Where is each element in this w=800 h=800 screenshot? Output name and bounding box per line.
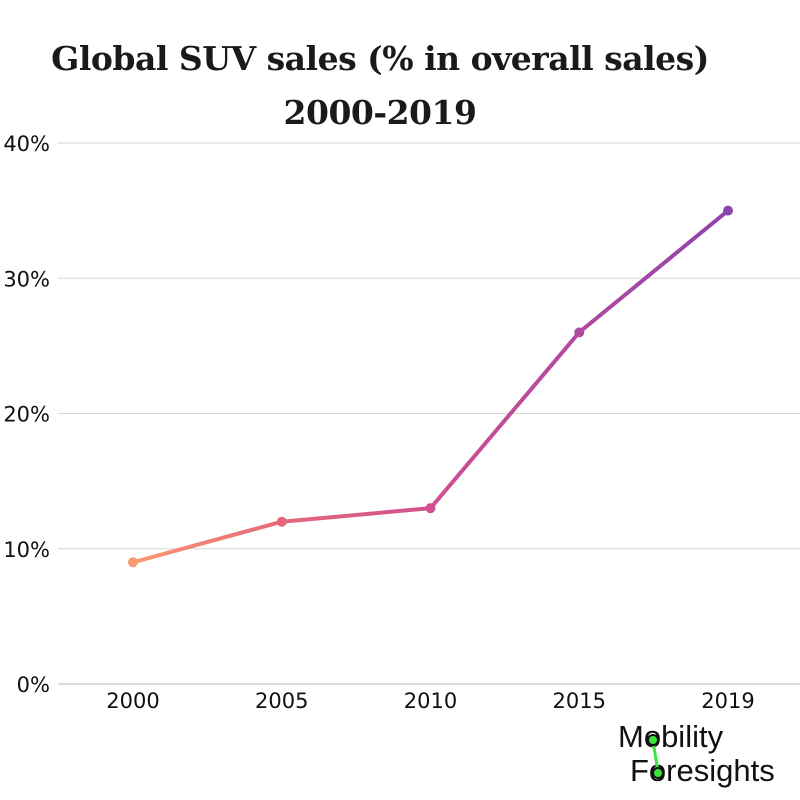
y-tick-label: 30%: [3, 267, 50, 291]
logo-word-1: Mobility: [618, 719, 724, 754]
grid-lines: [58, 142, 800, 685]
y-tick-label: 10%: [3, 538, 50, 562]
chart-title-line-1: Global SUV sales (% in overall sales): [51, 39, 709, 78]
chart-title-line-2: 2000-2019: [283, 93, 477, 132]
data-point: [574, 327, 585, 338]
data-points: [128, 205, 733, 568]
data-point: [128, 557, 138, 568]
x-tick-label: 2019: [701, 689, 754, 713]
y-tick-label: 0%: [17, 673, 50, 697]
logo-connector-icon: [647, 734, 664, 779]
data-point: [723, 205, 733, 216]
data-point: [276, 516, 287, 527]
x-tick-label: 2010: [404, 689, 457, 713]
x-tick-label: 2015: [553, 689, 606, 713]
mobility-foresights-logo: Mobility Foresights: [612, 718, 792, 790]
chart-title: Global SUV sales (% in overall sales) 20…: [0, 32, 760, 140]
y-tick-label: 40%: [3, 132, 50, 156]
x-axis-ticks: 2000 2005 2010 2015 2019: [106, 689, 754, 713]
y-tick-label: 20%: [3, 403, 50, 427]
data-point: [425, 503, 436, 514]
y-axis-ticks: 0% 10% 20% 30% 40%: [3, 132, 50, 697]
x-tick-label: 2000: [106, 689, 159, 713]
x-tick-label: 2005: [255, 689, 308, 713]
